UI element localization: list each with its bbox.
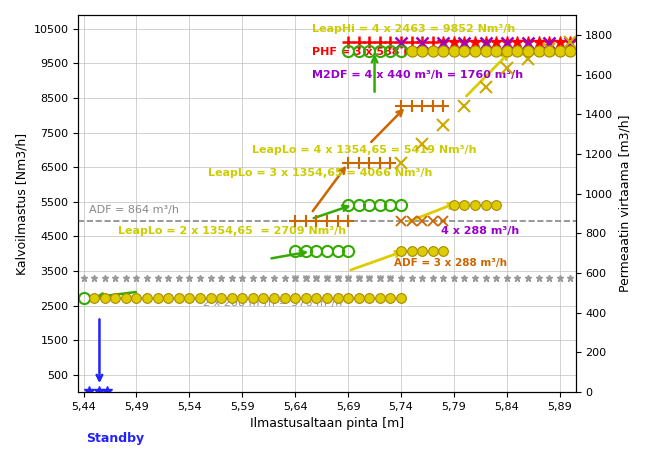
- Text: PHF = 3 x 588 m³/h = 1764 m³/h: PHF = 3 x 588 m³/h = 1764 m³/h: [312, 47, 512, 57]
- Text: 2 x 288 m³/h = 576 m³/h: 2 x 288 m³/h = 576 m³/h: [203, 298, 342, 308]
- Text: ADF = 864 m³/h: ADF = 864 m³/h: [89, 205, 179, 215]
- Text: ADF = 3 x 288 m³/h: ADF = 3 x 288 m³/h: [394, 258, 507, 268]
- Text: LeapLo = 3 x 1354,65 = 4066 Nm³/h: LeapLo = 3 x 1354,65 = 4066 Nm³/h: [208, 168, 432, 178]
- Text: Standby: Standby: [85, 432, 144, 445]
- Text: 4 x 288 m³/h: 4 x 288 m³/h: [441, 226, 520, 236]
- Y-axis label: Permeaatin virtaama [m3/h]: Permeaatin virtaama [m3/h]: [619, 115, 632, 292]
- Text: LeapLo = 2 x 1354,65  = 2709 Nm³/h: LeapLo = 2 x 1354,65 = 2709 Nm³/h: [118, 226, 346, 236]
- Y-axis label: Kalvoilmastus [Nm3/h]: Kalvoilmastus [Nm3/h]: [15, 133, 28, 275]
- Text: LeapLo = 4 x 1354,65 = 5419 Nm³/h: LeapLo = 4 x 1354,65 = 5419 Nm³/h: [252, 145, 477, 155]
- Text: M2DF = 4 x 440 m³/h = 1760 m³/h: M2DF = 4 x 440 m³/h = 1760 m³/h: [312, 69, 523, 80]
- X-axis label: Ilmastusaltaan pinta [m]: Ilmastusaltaan pinta [m]: [250, 417, 404, 430]
- Text: LeapHi = 4 x 2463 = 9852 Nm³/h: LeapHi = 4 x 2463 = 9852 Nm³/h: [312, 24, 515, 34]
